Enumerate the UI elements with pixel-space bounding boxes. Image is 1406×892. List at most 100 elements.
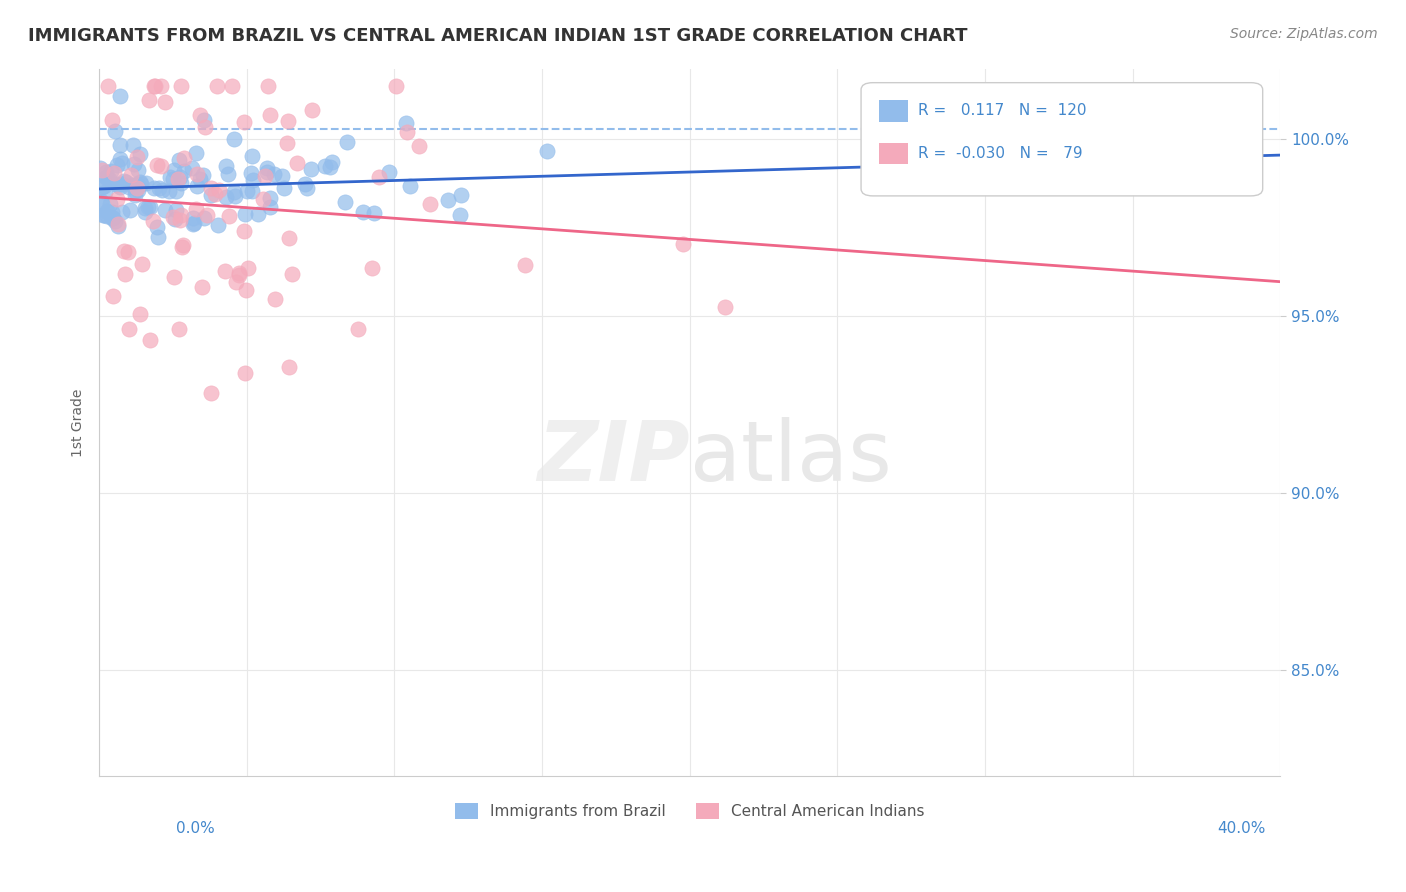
Point xyxy=(172,237,194,252)
Point xyxy=(278,231,301,245)
Point xyxy=(159,184,181,198)
Point xyxy=(399,178,422,193)
Point xyxy=(224,186,246,200)
Point xyxy=(240,149,263,163)
Point xyxy=(363,206,385,220)
Point xyxy=(378,165,401,179)
Point xyxy=(105,178,128,192)
Point xyxy=(167,171,190,186)
Legend: Immigrants from Brazil, Central American Indians: Immigrants from Brazil, Central American… xyxy=(449,797,931,825)
Point xyxy=(276,136,298,150)
Point xyxy=(335,195,357,210)
Point xyxy=(301,103,323,117)
Point xyxy=(143,79,166,94)
Point xyxy=(114,267,136,281)
Point xyxy=(131,257,153,271)
Point xyxy=(96,171,118,186)
Point xyxy=(124,184,146,198)
Point xyxy=(671,236,693,251)
Point xyxy=(96,209,118,223)
Point xyxy=(127,181,149,195)
Point xyxy=(195,209,218,223)
Point xyxy=(224,188,246,202)
Point xyxy=(125,177,148,191)
Point xyxy=(124,188,146,202)
Point xyxy=(111,156,134,170)
Point xyxy=(90,196,112,211)
Point xyxy=(136,201,159,215)
Point xyxy=(361,260,384,275)
Point xyxy=(236,184,259,198)
Point xyxy=(259,107,281,121)
Y-axis label: 1st Grade: 1st Grade xyxy=(72,388,86,457)
Point xyxy=(191,280,214,294)
Point xyxy=(277,114,299,128)
FancyBboxPatch shape xyxy=(860,83,1263,196)
Text: Source: ZipAtlas.com: Source: ZipAtlas.com xyxy=(1230,27,1378,41)
Point xyxy=(285,156,308,170)
Point xyxy=(155,95,177,110)
Point xyxy=(107,219,129,234)
Point xyxy=(118,322,141,336)
Point xyxy=(264,293,287,307)
Point xyxy=(127,163,149,178)
Point xyxy=(450,187,472,202)
Point xyxy=(273,180,295,194)
Point xyxy=(536,145,558,159)
Point xyxy=(129,177,152,191)
Point xyxy=(146,230,169,244)
Point xyxy=(150,183,173,197)
Point xyxy=(121,178,143,192)
Text: ZIP: ZIP xyxy=(537,417,690,499)
Point xyxy=(228,266,250,280)
Point xyxy=(138,94,160,108)
Point xyxy=(165,202,187,217)
Point xyxy=(93,178,115,193)
Point xyxy=(163,163,186,178)
Point xyxy=(256,161,278,175)
Point xyxy=(91,180,114,194)
Point xyxy=(124,157,146,171)
Point xyxy=(352,205,374,219)
Point xyxy=(111,177,134,191)
Point xyxy=(200,180,222,194)
Point xyxy=(97,79,120,94)
Point xyxy=(346,322,368,336)
Point xyxy=(259,201,281,215)
Point xyxy=(214,264,236,278)
Point xyxy=(395,116,418,130)
Point xyxy=(100,163,122,178)
Point xyxy=(162,211,184,225)
Point xyxy=(183,216,205,230)
Point xyxy=(208,183,231,197)
Point xyxy=(436,193,458,207)
Text: atlas: atlas xyxy=(690,417,891,499)
Point xyxy=(257,79,280,94)
Point xyxy=(162,172,184,186)
Point xyxy=(108,137,131,152)
Point xyxy=(170,79,193,94)
Point xyxy=(159,170,181,185)
Point xyxy=(221,79,243,94)
Bar xyxy=(879,143,908,164)
Point xyxy=(200,188,222,202)
Point xyxy=(281,267,304,281)
Point xyxy=(108,180,131,194)
Text: IMMIGRANTS FROM BRAZIL VS CENTRAL AMERICAN INDIAN 1ST GRADE CORRELATION CHART: IMMIGRANTS FROM BRAZIL VS CENTRAL AMERIC… xyxy=(28,27,967,45)
Point xyxy=(252,192,274,206)
Point xyxy=(101,211,124,226)
Point xyxy=(295,181,318,195)
Point xyxy=(163,270,186,285)
Point xyxy=(408,139,430,153)
Point xyxy=(172,240,194,254)
Point xyxy=(299,162,322,177)
Point xyxy=(184,202,207,217)
Point xyxy=(263,167,285,181)
Point xyxy=(117,245,139,260)
Point xyxy=(139,200,162,214)
Point xyxy=(233,207,256,221)
Point xyxy=(236,261,259,276)
Point xyxy=(127,179,149,194)
Point xyxy=(104,214,127,228)
Point xyxy=(191,168,214,182)
